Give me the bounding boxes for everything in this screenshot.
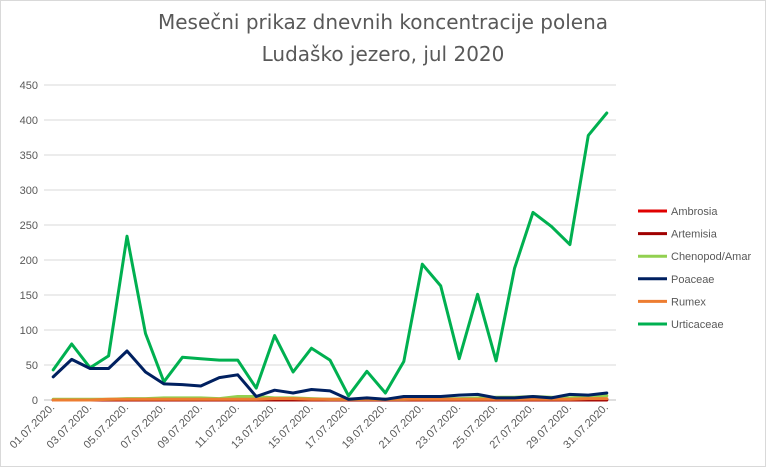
legend-label: Rumex	[671, 296, 706, 308]
y-tick-label: 450	[20, 80, 38, 92]
series-lines	[51, 111, 609, 402]
series-line-urticaceae	[51, 111, 609, 398]
legend: Ambrosia Artemisia Chenopod/Amar Poaceae Rum…	[638, 206, 751, 331]
legend-label: Chenopod/Amar	[671, 251, 751, 263]
series-line-poaceae	[51, 349, 609, 401]
legend-label: Ambrosia	[671, 206, 718, 218]
chart-title-line-1: Mesečni prikaz dnevnih koncentracije pol…	[157, 10, 609, 34]
y-tick-label: 100	[20, 325, 38, 337]
y-tick-label: 350	[20, 150, 38, 162]
y-tick-label: 250	[20, 220, 38, 232]
series-line-rumex	[51, 397, 609, 402]
chart-title-line-2: Ludaško jezero, jul 2020	[261, 42, 505, 66]
legend-label: Artemisia	[671, 229, 718, 241]
x-axis: 01.07.2020.03.07.2020.05.07.2020.07.07.2…	[8, 402, 611, 452]
y-tick-label: 300	[20, 185, 38, 197]
y-tick-label: 50	[26, 360, 38, 372]
y-tick-label: 200	[20, 255, 38, 267]
y-tick-label: 150	[20, 290, 38, 302]
y-tick-label: 0	[32, 395, 38, 407]
legend-label: Urticaceae	[671, 319, 724, 331]
y-axis: 0 50 100 150 200 250 300 350 400 450	[20, 80, 38, 407]
y-tick-label: 400	[20, 115, 38, 127]
legend-label: Poaceae	[671, 274, 714, 286]
